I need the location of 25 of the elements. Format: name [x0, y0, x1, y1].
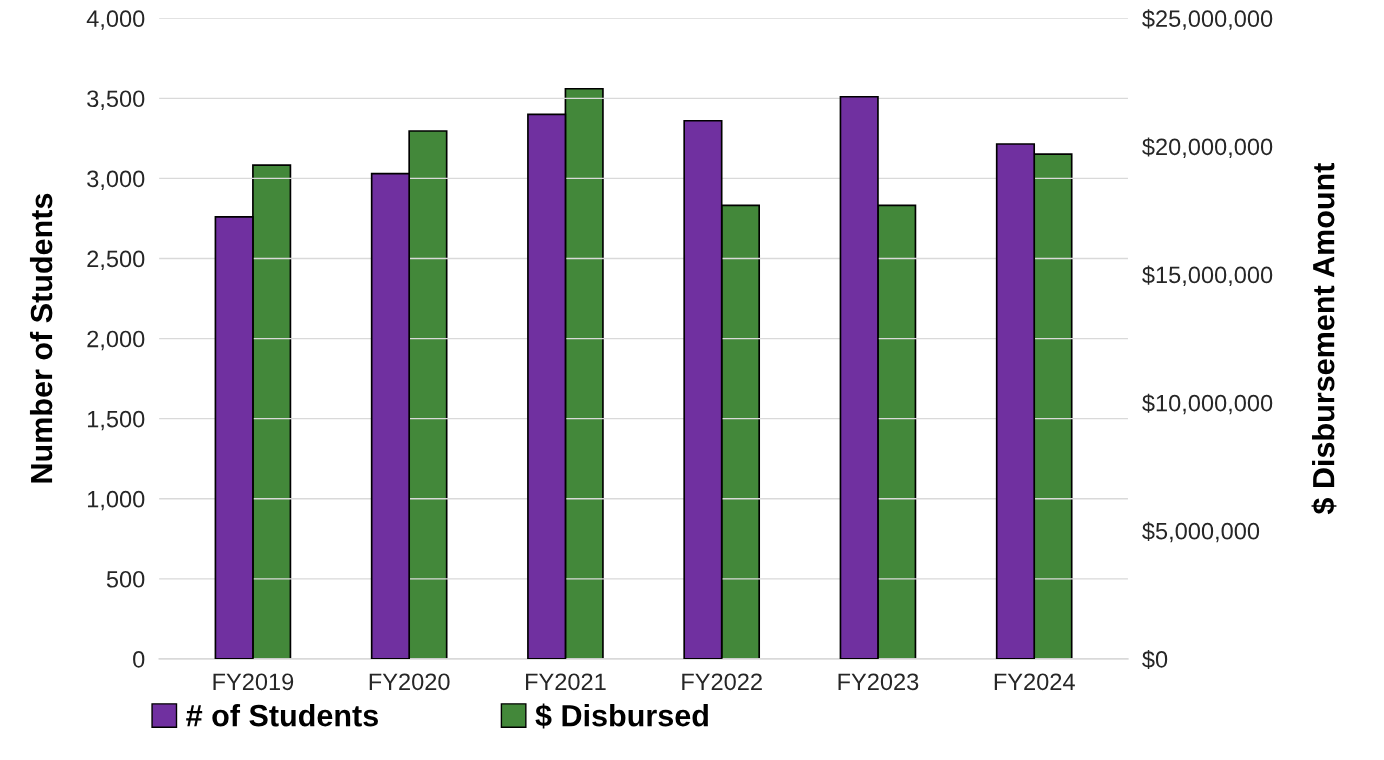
y-tick-label: 3,500 [87, 90, 145, 110]
x-tick-label: FY2023 [838, 673, 919, 691]
y2-tick-label: $20,000,000 [1142, 137, 1273, 158]
y-tick-label: 1,500 [87, 410, 145, 431]
y-axis-title: Number of Students [29, 193, 53, 483]
legend-label: $ Disbursed [535, 703, 708, 729]
y2-tick-label: $15,000,000 [1142, 265, 1273, 287]
y2-tick-label: $5,000,000 [1142, 521, 1260, 543]
x-tick-label: FY2020 [369, 673, 450, 691]
y-tick-label: 2,000 [87, 330, 145, 351]
y2-tick-label: $10,000,000 [1142, 393, 1273, 415]
y-tick-label: 2,500 [87, 250, 145, 271]
y2-tick-label: $25,000,000 [1142, 9, 1273, 30]
y-tick-label: 3,000 [87, 170, 145, 190]
y-tick-label: 500 [106, 570, 145, 588]
x-tick-label: FY2022 [682, 673, 762, 691]
x-tick-label: FY2019 [213, 673, 294, 691]
y2-axis-title: $ Disbursement Amount [1311, 162, 1337, 515]
y2-tick-label: $0 [1142, 650, 1168, 670]
y-tick-label: 0 [133, 650, 145, 668]
x-tick-label: FY2021 [526, 673, 606, 691]
legend-label: # of Students [186, 704, 378, 727]
y-tick-label: 4,000 [86, 10, 145, 30]
y-tick-label: 1,000 [87, 490, 145, 511]
x-tick-label: FY2024 [994, 673, 1075, 691]
